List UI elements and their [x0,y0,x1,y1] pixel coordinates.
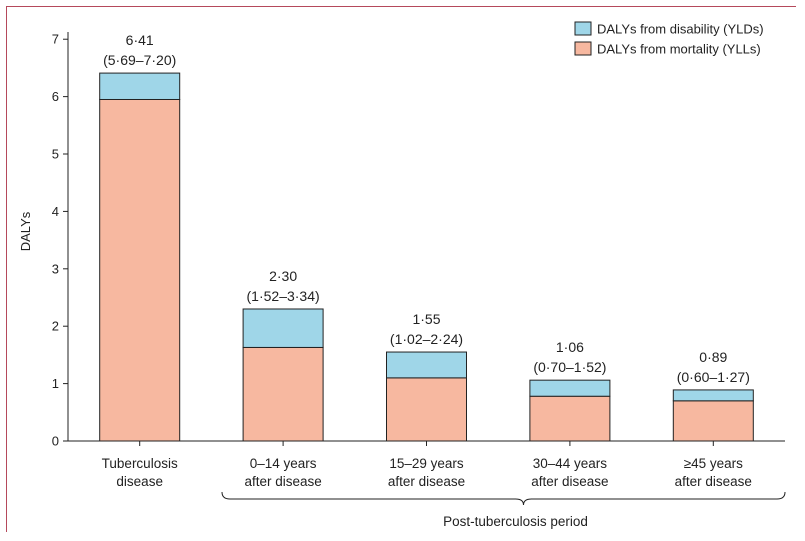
x-category-label: ≥45 years [684,456,743,471]
legend-label: DALYs from mortality (YLLs) [597,42,761,57]
bar-total-label: 6·41 [126,32,154,48]
y-tick-label: 4 [52,204,59,219]
legend-swatch [574,21,592,36]
bar-total-label: 1·06 [556,339,584,355]
bracket-label: Post-tuberculosis period [443,514,588,529]
bar-interval-label: (1·02–2·24) [390,331,463,347]
bar-mortality [242,346,324,442]
x-category-label: disease [116,474,163,489]
x-category-label: 0–14 years [250,456,317,471]
bar-interval-label: (0·60–1·27) [677,369,750,385]
y-tick-label: 1 [52,376,59,391]
bar-interval-label: (1·52–3·34) [247,288,320,304]
figure-frame [6,6,796,532]
y-axis-title: DALYs [18,211,33,251]
x-category-label: after disease [531,474,608,489]
y-tick-label: 5 [52,147,59,162]
bar-total-label: 1·55 [412,311,440,327]
bar-total-label: 2·30 [269,268,297,284]
x-category-label: after disease [388,474,465,489]
bar-interval-label: (0·70–1·52) [533,359,606,375]
bar-interval-label: (5·69–7·20) [103,52,176,68]
bar-disability [99,72,181,100]
legend-label: DALYs from disability (YLDs) [597,22,764,37]
bar-mortality [386,377,467,442]
legend-swatch [574,41,592,56]
y-tick-label: 2 [52,319,59,334]
x-category-label: 15–29 years [389,456,464,471]
bar-mortality [529,395,611,442]
bar-mortality [99,98,181,442]
y-tick-label: 6 [52,89,59,104]
bar-disability [242,308,324,348]
y-tick-label: 3 [52,261,59,276]
y-tick-label: 7 [52,32,59,47]
x-category-label: after disease [244,474,321,489]
post-tb-bracket [221,491,786,506]
bar-disability [529,379,611,397]
x-category-label: after disease [675,474,752,489]
y-tick-label: 0 [52,434,59,449]
bar-mortality [672,400,754,442]
bar-disability [386,351,467,379]
x-category-label: Tuberculosis [102,456,178,471]
x-category-label: 30–44 years [533,456,608,471]
bar-disability [672,389,754,402]
bar-total-label: 0·89 [699,349,727,365]
